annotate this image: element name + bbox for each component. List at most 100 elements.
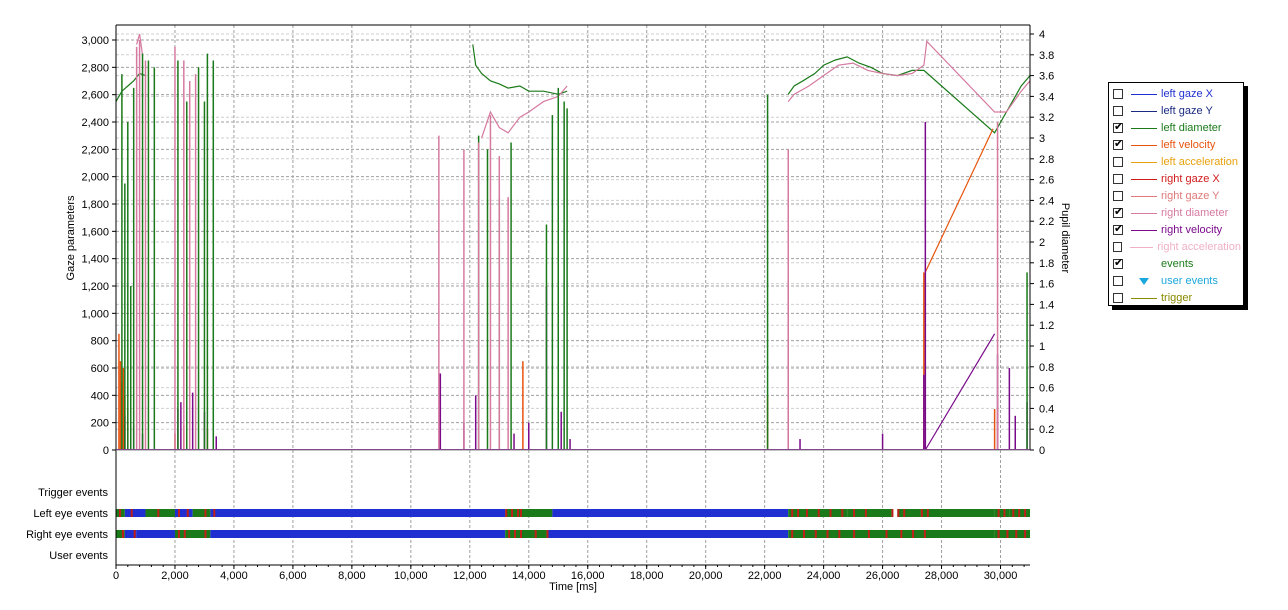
y-right-tick-label: 1.2 — [1039, 320, 1054, 332]
event-mark — [514, 530, 517, 538]
event-mark — [797, 509, 800, 517]
y-right-tick-label: 4 — [1039, 29, 1045, 41]
series-line — [136, 33, 144, 55]
event-mark — [204, 509, 207, 517]
y-axis-left-title: Gaze parameters — [65, 195, 77, 280]
event-mark — [805, 509, 808, 517]
y-left-tick-label: 800 — [91, 336, 109, 348]
legend-item[interactable]: left gaze Y — [1113, 103, 1241, 119]
legend-item[interactable]: left gaze X — [1113, 86, 1241, 102]
event-span — [174, 509, 193, 517]
legend-item[interactable]: user events — [1113, 273, 1241, 289]
legend-item[interactable]: events — [1113, 256, 1241, 272]
legend-item[interactable]: left diameter — [1113, 120, 1241, 136]
event-span — [847, 509, 892, 517]
legend-checkbox[interactable] — [1113, 137, 1123, 150]
event-mark — [505, 509, 508, 517]
legend-checkbox[interactable] — [1113, 120, 1123, 133]
x-tick-label: 28,000 — [925, 570, 959, 582]
legend-item[interactable]: left velocity — [1113, 137, 1241, 153]
series-line — [787, 56, 1031, 134]
event-mark — [826, 530, 829, 538]
x-tick-label: 4,000 — [220, 570, 248, 582]
event-mark — [997, 530, 1000, 538]
y-left-tick-label: 600 — [91, 363, 109, 375]
track-label: Trigger events — [38, 487, 108, 499]
x-tick-label: 0 — [113, 570, 119, 582]
x-tick-label: 18,000 — [630, 570, 664, 582]
legend: left gaze X left gaze Y left diameter left … — [1108, 82, 1244, 306]
legend-item[interactable]: left acceleration — [1113, 154, 1241, 170]
event-mark — [900, 530, 903, 538]
legend-checkbox[interactable] — [1113, 157, 1123, 167]
legend-checkbox[interactable] — [1113, 89, 1123, 99]
legend-label: right diameter — [1161, 207, 1229, 219]
event-mark — [814, 530, 817, 538]
x-tick-label: 26,000 — [866, 570, 900, 582]
y-left-tick-label: 1,400 — [81, 254, 109, 266]
legend-item[interactable]: right velocity — [1113, 222, 1241, 238]
y-right-tick-label: 0.2 — [1039, 424, 1054, 436]
legend-checkbox[interactable] — [1113, 276, 1123, 286]
event-span — [788, 530, 995, 538]
event-mark — [183, 530, 186, 538]
legend-checkbox[interactable] — [1113, 256, 1123, 269]
y-left-tick-label: 1,800 — [81, 199, 109, 211]
legend-checkbox[interactable] — [1113, 106, 1123, 116]
y-left-tick-label: 200 — [91, 418, 109, 430]
x-tick-label: 8,000 — [338, 570, 366, 582]
series-line — [924, 333, 996, 451]
legend-item[interactable]: right acceleration — [1113, 239, 1241, 255]
event-mark — [853, 509, 856, 517]
series-line — [472, 44, 568, 95]
triangle-marker-icon — [1131, 277, 1157, 285]
x-tick-label: 30,000 — [984, 570, 1018, 582]
legend-checkbox[interactable] — [1113, 293, 1123, 303]
legend-label: user events — [1161, 275, 1218, 287]
legend-item[interactable]: right gaze X — [1113, 171, 1241, 187]
y-right-tick-label: 3.2 — [1039, 112, 1054, 124]
event-span — [920, 509, 995, 517]
y-right-tick-label: 3.4 — [1039, 91, 1054, 103]
track-label: User events — [49, 550, 108, 562]
y-right-tick-label: 1.8 — [1039, 258, 1054, 270]
legend-item[interactable]: right diameter — [1113, 205, 1241, 221]
event-mark — [546, 530, 549, 538]
event-mark — [897, 509, 900, 517]
event-mark — [891, 509, 894, 517]
event-mark — [841, 509, 844, 517]
x-tick-label: 16,000 — [571, 570, 605, 582]
event-span — [788, 509, 848, 517]
event-mark — [838, 530, 841, 538]
legend-item[interactable]: right gaze Y — [1113, 188, 1241, 204]
legend-label: left gaze X — [1161, 88, 1213, 100]
legend-checkbox[interactable] — [1113, 205, 1123, 218]
legend-label: trigger — [1161, 292, 1193, 304]
event-mark — [519, 509, 522, 517]
event-span — [516, 509, 553, 517]
event-span — [116, 530, 125, 538]
x-tick-label: 20,000 — [689, 570, 723, 582]
event-mark — [204, 530, 207, 538]
series-line — [924, 128, 994, 273]
event-span — [145, 509, 175, 517]
event-span — [192, 509, 211, 517]
legend-swatch — [1130, 246, 1154, 248]
event-mark — [867, 530, 870, 538]
y-right-tick-label: 0.8 — [1039, 362, 1054, 374]
y-left-tick-label: 1,200 — [81, 281, 109, 293]
legend-checkbox[interactable] — [1113, 242, 1123, 252]
event-mark — [516, 509, 519, 517]
legend-checkbox[interactable] — [1113, 222, 1123, 235]
event-mark — [534, 530, 537, 538]
legend-item[interactable]: trigger — [1113, 290, 1241, 306]
event-mark — [864, 509, 867, 517]
y-right-tick-label: 1 — [1039, 341, 1045, 353]
track-label: Left eye events — [33, 508, 108, 520]
event-span — [210, 530, 506, 538]
legend-checkbox[interactable] — [1113, 174, 1123, 184]
y-right-tick-label: 2.8 — [1039, 154, 1054, 166]
event-mark — [130, 509, 133, 517]
event-mark — [508, 530, 511, 538]
legend-checkbox[interactable] — [1113, 191, 1123, 201]
